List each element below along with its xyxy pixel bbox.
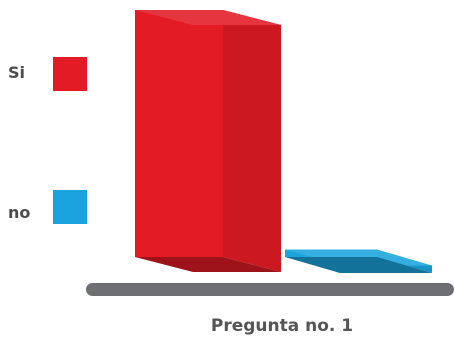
bar-top-si: [135, 10, 281, 25]
bar-bottom-si: [135, 257, 281, 272]
legend-label-no: no: [8, 203, 31, 222]
x-tick-label: Pregunta no. 1: [210, 316, 354, 336]
legend-swatch-no: [53, 190, 87, 224]
x-axis-baseline: [86, 283, 454, 296]
bar-front-si: [135, 10, 223, 257]
bar-side-si: [223, 10, 281, 272]
bars-layer: [135, 10, 432, 273]
legend-label-si: Si: [8, 63, 26, 82]
bar-bottom-no: [285, 257, 432, 273]
legend-swatch-si: [53, 57, 87, 91]
